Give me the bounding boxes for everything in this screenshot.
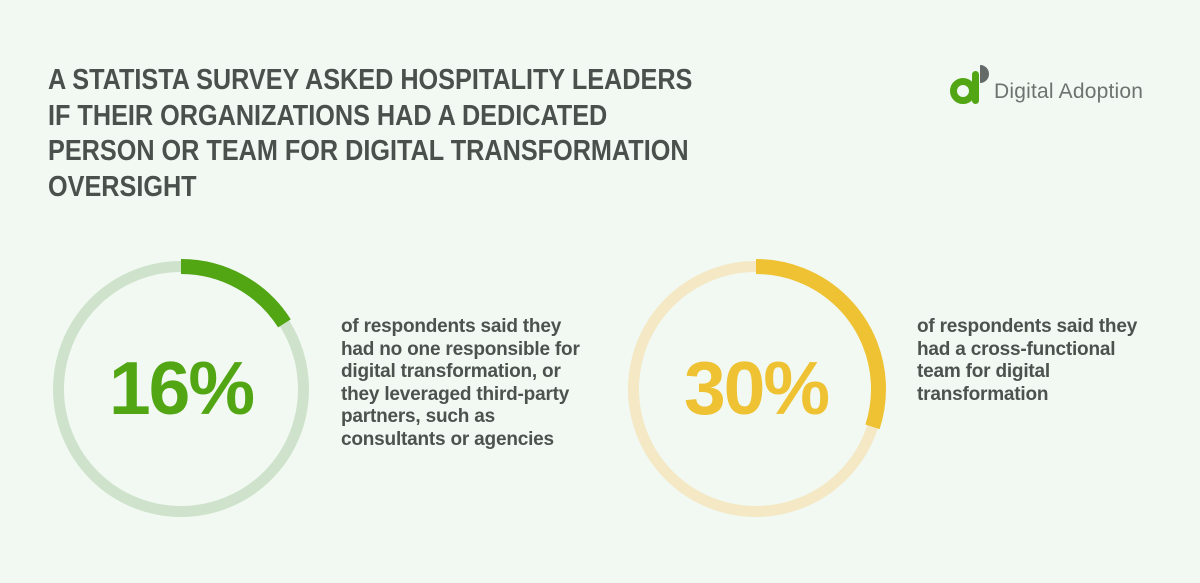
donut-chart-30-percent: 30% <box>621 254 891 524</box>
donut-rings <box>51 259 311 519</box>
stat-description: of respondents said they had a cross-fun… <box>917 316 1138 405</box>
digital-adoption-logo-icon <box>950 65 989 104</box>
donut-rings <box>626 259 886 519</box>
donut-arc <box>51 259 311 519</box>
donut-chart-16-percent: 16% <box>46 254 316 524</box>
stat-description: of respondents said they had no one resp… <box>341 316 580 450</box>
page-title: A STATISTA SURVEY ASKED HOSPITALITY LEAD… <box>48 64 693 203</box>
brand-logo: Digital Adoption <box>950 64 1143 106</box>
brand-name: Digital Adoption <box>994 80 1144 103</box>
donut-percentage-label: 16% <box>108 345 255 430</box>
donut-percentage-label: 30% <box>683 345 830 430</box>
donut-arc <box>626 259 886 519</box>
